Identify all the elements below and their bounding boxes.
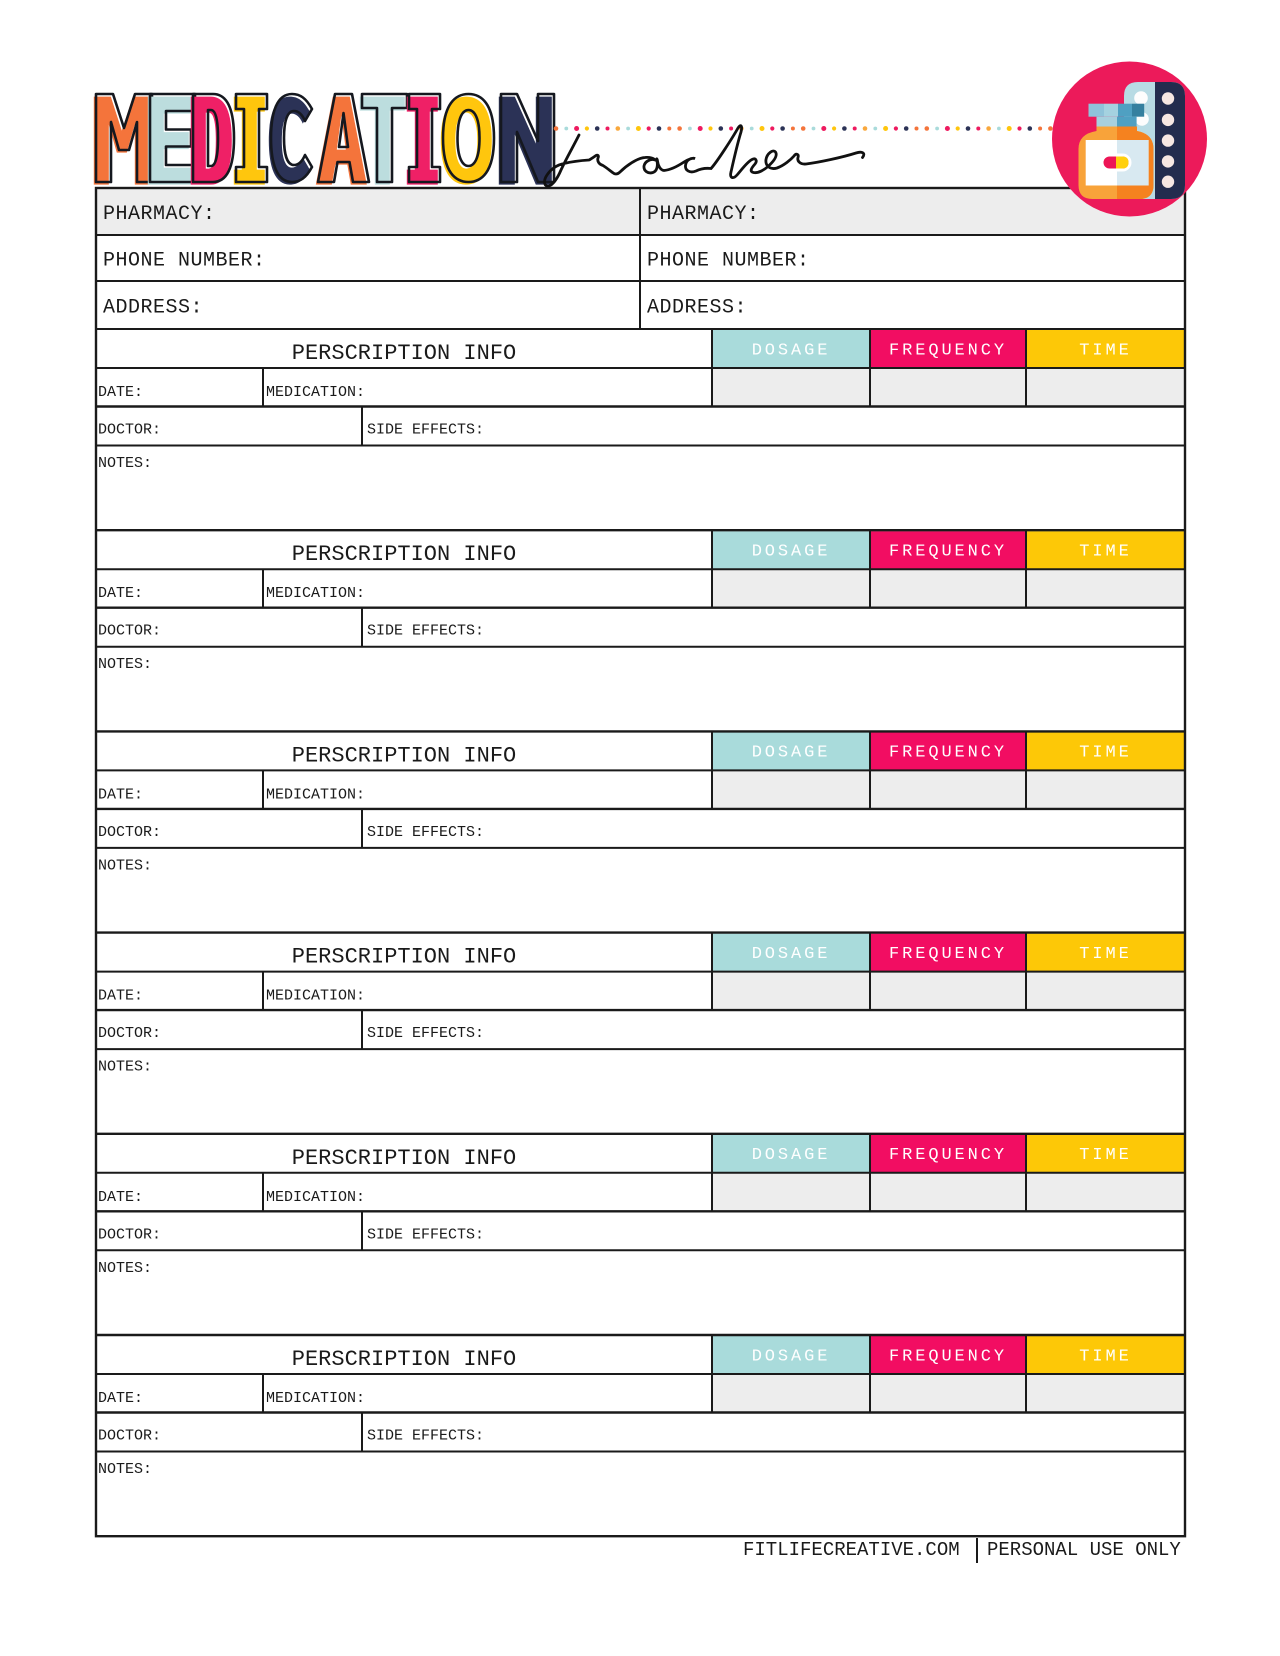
svg-text:PHONE NUMBER:: PHONE NUMBER: [647, 249, 810, 272]
svg-text:FREQUENCY: FREQUENCY [889, 1146, 1007, 1165]
svg-text:SIDE EFFECTS:: SIDE EFFECTS: [367, 1428, 484, 1445]
svg-text:PERSCRIPTION INFO: PERSCRIPTION INFO [292, 945, 516, 970]
svg-text:MEDICATION:: MEDICATION: [266, 585, 365, 602]
svg-text:PERSCRIPTION INFO: PERSCRIPTION INFO [292, 1347, 516, 1372]
svg-text:DATE:: DATE: [98, 786, 143, 803]
svg-text:ADDRESS:: ADDRESS: [647, 296, 747, 319]
svg-text:DOSAGE: DOSAGE [752, 1146, 831, 1165]
svg-text:NOTES:: NOTES: [98, 1461, 152, 1478]
svg-text:DOCTOR:: DOCTOR: [98, 422, 161, 439]
svg-text:FITLIFECREATIVE.COM: FITLIFECREATIVE.COM [743, 1539, 960, 1561]
svg-text:SIDE EFFECTS:: SIDE EFFECTS: [367, 623, 484, 640]
svg-text:PERSCRIPTION INFO: PERSCRIPTION INFO [292, 341, 516, 366]
svg-text:SIDE EFFECTS:: SIDE EFFECTS: [367, 1226, 484, 1243]
svg-text:DATE:: DATE: [98, 988, 143, 1005]
svg-text:DOSAGE: DOSAGE [752, 341, 831, 360]
svg-text:PHONE NUMBER:: PHONE NUMBER: [103, 249, 266, 272]
svg-text:NOTES:: NOTES: [98, 455, 152, 472]
svg-text:MEDICATION:: MEDICATION: [266, 988, 365, 1005]
svg-text:PERSCRIPTION INFO: PERSCRIPTION INFO [292, 1146, 516, 1171]
svg-text:TIME: TIME [1079, 543, 1131, 562]
svg-text:DOCTOR:: DOCTOR: [98, 1428, 161, 1445]
svg-text:MEDICATION:: MEDICATION: [266, 786, 365, 803]
svg-text:NOTES:: NOTES: [98, 1059, 152, 1076]
svg-text:PHARMACY:: PHARMACY: [647, 203, 760, 226]
svg-text:TIME: TIME [1079, 744, 1131, 763]
svg-text:FREQUENCY: FREQUENCY [889, 341, 1007, 360]
svg-text:FREQUENCY: FREQUENCY [889, 945, 1007, 964]
svg-text:TIME: TIME [1079, 341, 1131, 360]
svg-text:PERSCRIPTION INFO: PERSCRIPTION INFO [292, 743, 516, 768]
svg-text:SIDE EFFECTS:: SIDE EFFECTS: [367, 1025, 484, 1042]
svg-text:PHARMACY:: PHARMACY: [103, 203, 216, 226]
svg-text:DOCTOR:: DOCTOR: [98, 824, 161, 841]
svg-text:NOTES:: NOTES: [98, 656, 152, 673]
svg-text:DOSAGE: DOSAGE [752, 1347, 831, 1366]
svg-text:DOSAGE: DOSAGE [752, 543, 831, 562]
svg-text:PERSCRIPTION INFO: PERSCRIPTION INFO [292, 542, 516, 567]
svg-text:MEDICATION:: MEDICATION: [266, 1390, 365, 1407]
svg-text:NOTES:: NOTES: [98, 857, 152, 874]
svg-text:SIDE EFFECTS:: SIDE EFFECTS: [367, 422, 484, 439]
svg-text:DOSAGE: DOSAGE [752, 744, 831, 763]
svg-text:TIME: TIME [1079, 1146, 1131, 1165]
svg-text:DOSAGE: DOSAGE [752, 945, 831, 964]
svg-text:DOCTOR:: DOCTOR: [98, 1226, 161, 1243]
svg-text:DOCTOR:: DOCTOR: [98, 623, 161, 640]
svg-text:MEDICATION:: MEDICATION: [266, 1189, 365, 1206]
svg-text:SIDE EFFECTS:: SIDE EFFECTS: [367, 824, 484, 841]
svg-text:FREQUENCY: FREQUENCY [889, 744, 1007, 763]
svg-text:FREQUENCY: FREQUENCY [889, 1347, 1007, 1366]
svg-text:TIME: TIME [1079, 1347, 1131, 1366]
svg-text:ADDRESS:: ADDRESS: [103, 296, 203, 319]
svg-text:DATE:: DATE: [98, 1189, 143, 1206]
svg-text:FREQUENCY: FREQUENCY [889, 543, 1007, 562]
svg-text:DATE:: DATE: [98, 1390, 143, 1407]
svg-text:PERSONAL USE ONLY: PERSONAL USE ONLY [987, 1539, 1181, 1561]
svg-text:DATE:: DATE: [98, 384, 143, 401]
svg-text:DATE:: DATE: [98, 585, 143, 602]
svg-text:TIME: TIME [1079, 945, 1131, 964]
svg-text:NOTES:: NOTES: [98, 1260, 152, 1277]
svg-text:MEDICATION:: MEDICATION: [266, 384, 365, 401]
svg-text:DOCTOR:: DOCTOR: [98, 1025, 161, 1042]
